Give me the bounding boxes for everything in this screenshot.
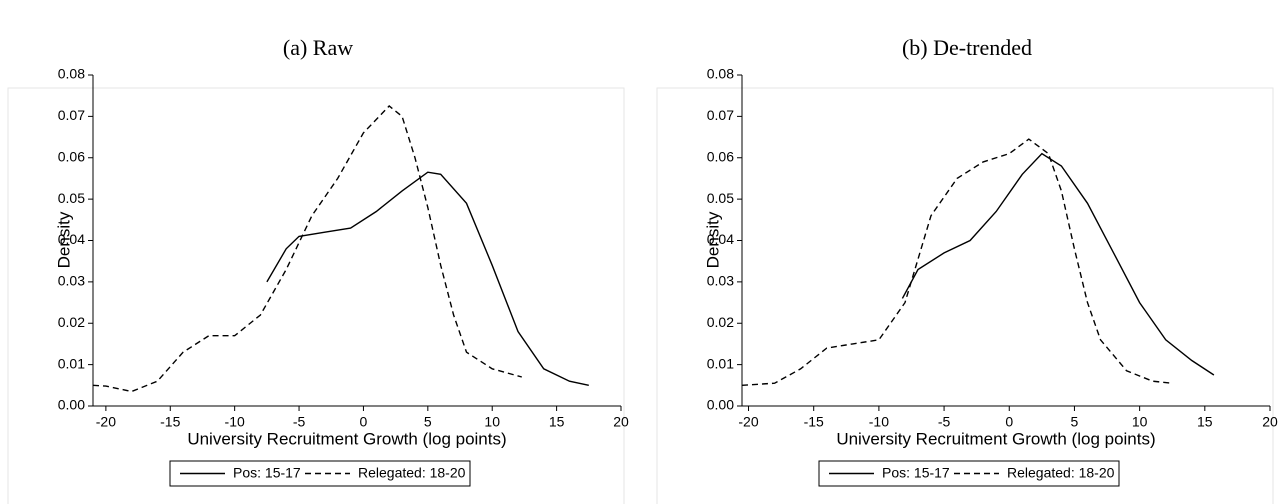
legend-label: Relegated: 18-20 <box>358 465 466 481</box>
y-tick-label: 0.00 <box>707 397 734 413</box>
x-tick-label: 10 <box>484 414 500 430</box>
x-tick-label: 0 <box>360 414 368 430</box>
x-tick-label: -10 <box>225 414 245 430</box>
chart-title: (a) Raw <box>283 35 353 60</box>
x-axis-label: University Recruitment Growth (log point… <box>187 429 506 448</box>
y-tick-label: 0.05 <box>58 190 85 206</box>
density-line <box>266 171 589 386</box>
x-tick-label: 5 <box>424 414 432 430</box>
legend-label: Pos: 15-17 <box>882 465 950 481</box>
panel-frame <box>7 87 625 504</box>
y-tick-label: 0.06 <box>58 148 85 164</box>
panel-frame <box>656 87 1274 504</box>
y-tick-label: 0.05 <box>707 190 734 206</box>
y-tick-label: 0.01 <box>58 355 85 371</box>
y-tick-label: 0.02 <box>707 314 734 330</box>
y-tick-label: 0.03 <box>58 273 85 289</box>
y-tick-label: 0.08 <box>707 66 734 82</box>
y-tick-label: 0.08 <box>58 66 85 82</box>
y-axis-label: Density <box>703 211 722 268</box>
x-tick-label: 0 <box>1005 414 1013 430</box>
y-axis-label: Density <box>54 211 73 268</box>
x-tick-label: -15 <box>804 414 824 430</box>
density-line <box>741 138 1173 386</box>
x-tick-label: 20 <box>613 414 629 430</box>
x-tick-label: -15 <box>160 414 180 430</box>
y-tick-label: 0.02 <box>58 314 85 330</box>
x-tick-label: -5 <box>938 414 951 430</box>
density-line <box>92 105 522 393</box>
x-tick-label: 20 <box>1262 414 1278 430</box>
y-tick-label: 0.00 <box>58 397 85 413</box>
x-tick-label: -20 <box>738 414 758 430</box>
legend-label: Relegated: 18-20 <box>1007 465 1115 481</box>
legend-label: Pos: 15-17 <box>233 465 301 481</box>
density-line <box>901 152 1215 376</box>
x-tick-label: 10 <box>1132 414 1148 430</box>
x-axis-label: University Recruitment Growth (log point… <box>836 429 1155 448</box>
y-tick-label: 0.07 <box>707 107 734 123</box>
x-tick-label: 15 <box>549 414 565 430</box>
x-tick-label: -20 <box>96 414 116 430</box>
x-tick-label: 5 <box>1071 414 1079 430</box>
y-tick-label: 0.03 <box>707 273 734 289</box>
x-tick-label: -5 <box>293 414 306 430</box>
y-tick-label: 0.06 <box>707 148 734 164</box>
y-tick-label: 0.01 <box>707 355 734 371</box>
x-tick-label: 15 <box>1197 414 1213 430</box>
y-tick-label: 0.07 <box>58 107 85 123</box>
y-tick-label: 0.04 <box>58 231 85 247</box>
y-tick-label: 0.04 <box>707 231 734 247</box>
x-tick-label: -10 <box>869 414 889 430</box>
chart-title: (b) De-trended <box>902 35 1032 60</box>
